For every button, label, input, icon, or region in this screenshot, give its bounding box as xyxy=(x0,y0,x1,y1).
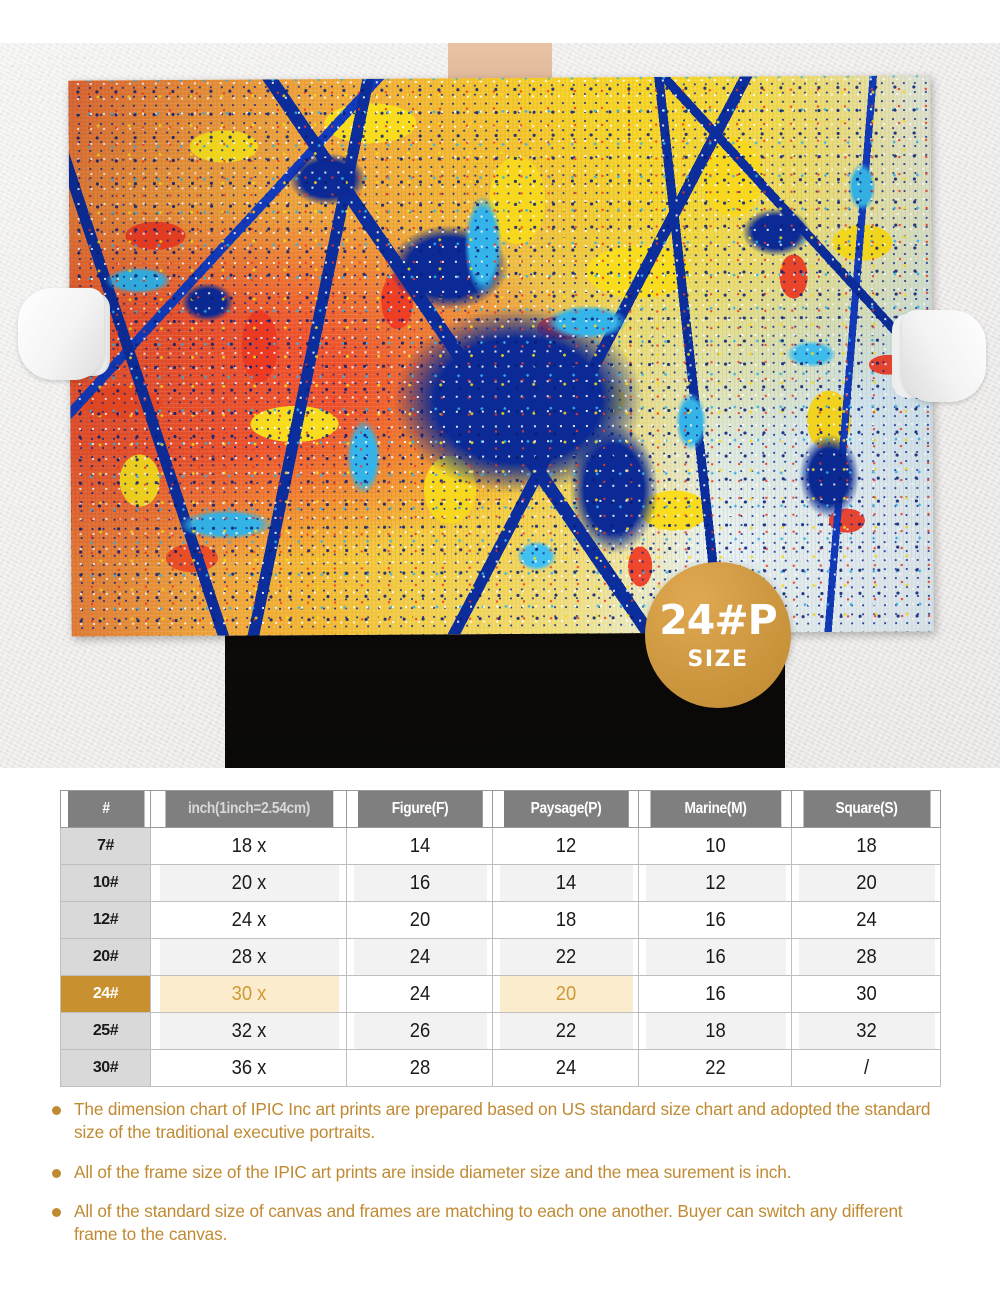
bullet-icon xyxy=(52,1106,61,1115)
col-header-marine: Marine(M) xyxy=(648,790,782,828)
table-row: 20# 28 x 24 22 16 28 xyxy=(60,938,941,976)
col-header-number: # xyxy=(66,790,145,828)
row-figure-value: 14 xyxy=(351,827,488,865)
size-table-body: 7# 18 x 14 12 10 18 10# 20 x 16 14 12 20 12# 24 x 20 18… xyxy=(60,827,941,1087)
row-inch-value: 30 x xyxy=(157,975,340,1013)
table-row: 24# 30 x 24 20 16 30 xyxy=(60,975,941,1013)
row-marine-value: 10 xyxy=(644,827,786,865)
row-inch-value: 28 x xyxy=(157,938,340,976)
note-item: The dimension chart of IPIC Inc art prin… xyxy=(52,1098,952,1145)
size-badge-sub-label: SIZE xyxy=(687,646,749,672)
row-figure-value: 26 xyxy=(351,1012,488,1050)
note-text: The dimension chart of IPIC Inc art prin… xyxy=(74,1099,931,1143)
glove-left xyxy=(18,288,104,380)
row-size-label: 30# xyxy=(60,1049,151,1087)
row-inch-value: 36 x xyxy=(157,1049,340,1087)
row-marine-value: 12 xyxy=(644,864,786,902)
row-figure-value: 28 xyxy=(351,1049,488,1087)
row-square-value: 20 xyxy=(797,864,936,902)
row-figure-value: 16 xyxy=(351,864,488,902)
size-table: # inch(1inch=2.54cm) Figure(F) Paysage(P… xyxy=(60,790,941,1087)
row-figure-value: 24 xyxy=(351,975,488,1013)
row-square-value: 28 xyxy=(797,938,936,976)
note-text: All of the standard size of canvas and f… xyxy=(74,1200,903,1245)
row-square-value: 30 xyxy=(797,975,936,1013)
size-table-head: # inch(1inch=2.54cm) Figure(F) Paysage(P… xyxy=(61,790,941,828)
col-header-square: Square(S) xyxy=(801,790,931,828)
bullet-icon xyxy=(52,1207,61,1217)
note-text: All of the frame size of the IPIC art pr… xyxy=(74,1161,792,1182)
row-marine-value: 16 xyxy=(644,901,786,939)
row-inch-value: 18 x xyxy=(157,827,340,865)
row-size-label: 20# xyxy=(60,938,151,976)
row-inch-value: 32 x xyxy=(157,1012,340,1050)
row-size-label: 10# xyxy=(60,864,151,902)
table-row: 10# 20 x 16 14 12 20 xyxy=(60,864,941,902)
table-row: 30# 36 x 28 24 22 / xyxy=(60,1049,941,1087)
row-paysage-value: 18 xyxy=(497,901,634,939)
size-table-container: # inch(1inch=2.54cm) Figure(F) Paysage(P… xyxy=(60,790,940,1087)
size-badge-main-label: 24#P xyxy=(659,595,777,644)
row-paysage-value: 22 xyxy=(497,1012,634,1050)
col-header-inch: inch(1inch=2.54cm) xyxy=(163,790,334,828)
row-paysage-value: 22 xyxy=(497,938,634,976)
row-marine-value: 16 xyxy=(644,938,786,976)
table-row: 12# 24 x 20 18 16 24 xyxy=(60,901,941,939)
row-inch-value: 24 x xyxy=(157,901,340,939)
row-figure-value: 20 xyxy=(351,901,488,939)
row-size-label: 7# xyxy=(60,827,151,865)
table-row: 25# 32 x 26 22 18 32 xyxy=(60,1012,941,1050)
table-row: 7# 18 x 14 12 10 18 xyxy=(60,827,941,865)
row-paysage-value: 14 xyxy=(497,864,634,902)
row-square-value: 24 xyxy=(797,901,936,939)
note-item: All of the standard size of canvas and f… xyxy=(52,1200,952,1247)
col-header-paysage: Paysage(P) xyxy=(502,790,629,828)
row-inch-value: 20 x xyxy=(157,864,340,902)
row-square-value: 32 xyxy=(797,1012,936,1050)
row-figure-value: 24 xyxy=(351,938,488,976)
glove-right xyxy=(902,310,986,402)
row-marine-value: 18 xyxy=(644,1012,786,1050)
table-header-row: # inch(1inch=2.54cm) Figure(F) Paysage(P… xyxy=(61,790,941,828)
painting-shading xyxy=(68,75,934,637)
abstract-painting-canvas xyxy=(68,75,934,637)
row-size-label: 24# xyxy=(60,975,151,1013)
row-paysage-value: 12 xyxy=(497,827,634,865)
row-size-label: 12# xyxy=(60,901,151,939)
col-header-figure: Figure(F) xyxy=(356,790,483,828)
note-item: All of the frame size of the IPIC art pr… xyxy=(52,1161,952,1184)
row-paysage-value: 20 xyxy=(497,975,634,1013)
product-photo: 24#P SIZE xyxy=(0,43,1000,768)
row-square-value: 18 xyxy=(797,827,936,865)
row-size-label: 25# xyxy=(60,1012,151,1050)
row-marine-value: 16 xyxy=(644,975,786,1013)
row-square-value: / xyxy=(797,1049,936,1087)
row-paysage-value: 24 xyxy=(497,1049,634,1087)
row-marine-value: 22 xyxy=(644,1049,786,1087)
notes-list: The dimension chart of IPIC Inc art prin… xyxy=(52,1098,952,1262)
size-badge: 24#P SIZE xyxy=(645,562,791,708)
bullet-icon xyxy=(52,1168,61,1178)
